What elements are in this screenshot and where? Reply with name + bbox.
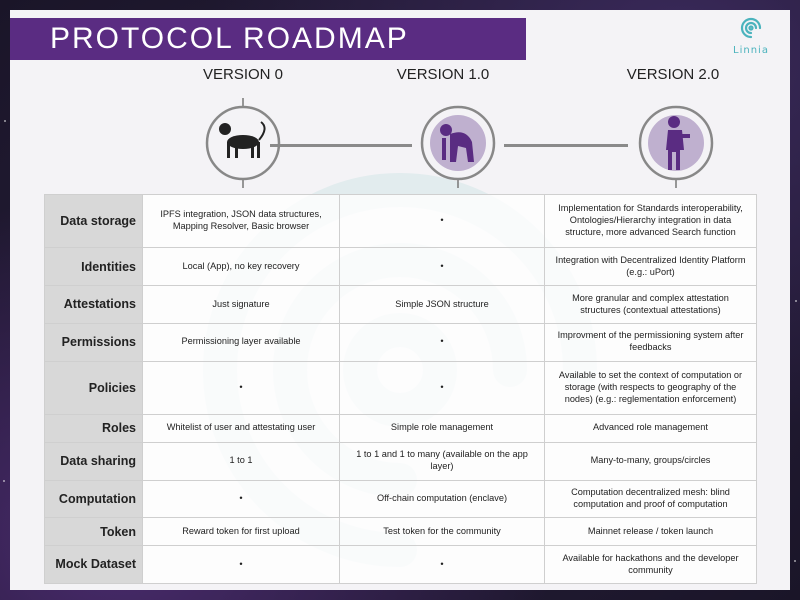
version-0-cell: •: [142, 479, 340, 519]
row-label: Mock Dataset: [44, 545, 143, 584]
version-2-cell: Available to set the context of computat…: [544, 360, 757, 416]
version-0-cell: •: [142, 360, 340, 416]
version-0-cell: 1 to 1: [142, 441, 340, 481]
version-2-cell: Advanced role management: [544, 414, 757, 443]
row-label: Token: [44, 517, 143, 547]
version-1-label: VERSION 1.0: [396, 66, 490, 83]
version-2-cell: Many-to-many, groups/circles: [544, 441, 757, 481]
row-label: Data storage: [44, 193, 143, 249]
version-0-cell: Just signature: [142, 285, 340, 324]
table-row: Token Reward token for first upload Test…: [44, 517, 757, 547]
row-label: Roles: [44, 414, 143, 443]
table-row: Data sharing 1 to 1 1 to 1 and 1 to many…: [44, 441, 757, 481]
row-label: Data sharing: [44, 441, 143, 481]
timeline-connector: [504, 144, 628, 147]
version-2-cell: Available for hackathons and the develop…: [544, 545, 757, 584]
roadmap-table: Data storage IPFS integration, JSON data…: [44, 193, 757, 584]
version-2-cell: More granular and complex attestation st…: [544, 285, 757, 324]
version-0-cell: Reward token for first upload: [142, 517, 340, 547]
table-row: Permissions Permissioning layer availabl…: [44, 322, 757, 362]
version-0-cell: IPFS integration, JSON data structures, …: [142, 193, 340, 249]
brand-logo: Linnia: [726, 16, 776, 56]
page-title: PROTOCOL ROADMAP: [10, 18, 526, 60]
table-row: Data storage IPFS integration, JSON data…: [44, 193, 757, 249]
version-2-cell: Implementation for Standards interoperab…: [544, 193, 757, 249]
version-1-cell: Off-chain computation (enclave): [339, 479, 545, 519]
brand-name: Linnia: [733, 45, 769, 56]
version-1-cell: •: [339, 247, 545, 287]
version-1-cell: •: [339, 322, 545, 362]
version-1-cell: Test token for the community: [339, 517, 545, 547]
table-row: Identities Local (App), no key recovery …: [44, 247, 757, 287]
version-2-label: VERSION 2.0: [626, 66, 720, 83]
row-label: Policies: [44, 360, 143, 416]
crouching-figure-icon: [420, 105, 496, 188]
version-2-cell: Computation decentralized mesh: blind co…: [544, 479, 757, 519]
version-0-cell: Permissioning layer available: [142, 322, 340, 362]
version-1-cell: •: [339, 360, 545, 416]
table-row: Computation • Off-chain computation (enc…: [44, 479, 757, 519]
star: [795, 300, 797, 302]
version-1-cell: •: [339, 193, 545, 249]
star: [794, 560, 796, 562]
version-1-cell: Simple JSON structure: [339, 285, 545, 324]
table-row: Mock Dataset • • Available for hackathon…: [44, 545, 757, 584]
version-0-cell: Whitelist of user and attestating user: [142, 414, 340, 443]
version-1-cell: 1 to 1 and 1 to many (available on the a…: [339, 441, 545, 481]
timeline-connector: [270, 144, 412, 147]
version-1-cell: •: [339, 545, 545, 584]
spiral-logo-icon: [740, 17, 762, 39]
version-0-cell: Local (App), no key recovery: [142, 247, 340, 287]
roadmap-slide: PROTOCOL ROADMAP Linnia VERSION 0 VERSIO…: [10, 10, 790, 590]
monkey-icon: [205, 98, 281, 188]
version-0-cell: •: [142, 545, 340, 584]
version-1-cell: Simple role management: [339, 414, 545, 443]
version-2-cell: Mainnet release / token launch: [544, 517, 757, 547]
row-label: Identities: [44, 247, 143, 287]
row-label: Permissions: [44, 322, 143, 362]
version-0-label: VERSION 0: [202, 66, 284, 83]
version-2-cell: Improvment of the permissioning system a…: [544, 322, 757, 362]
standing-figure-icon: [638, 105, 714, 188]
table-row: Attestations Just signature Simple JSON …: [44, 285, 757, 324]
table-row: Policies • • Available to set the contex…: [44, 360, 757, 416]
table-row: Roles Whitelist of user and attestating …: [44, 414, 757, 443]
star: [4, 120, 6, 122]
row-label: Computation: [44, 479, 143, 519]
star: [3, 480, 5, 482]
row-label: Attestations: [44, 285, 143, 324]
version-2-cell: Integration with Decentralized Identity …: [544, 247, 757, 287]
